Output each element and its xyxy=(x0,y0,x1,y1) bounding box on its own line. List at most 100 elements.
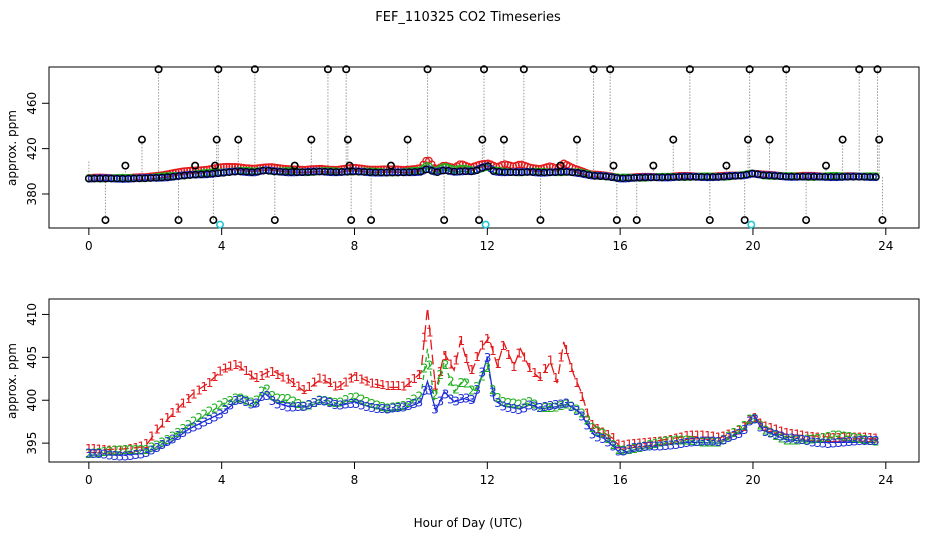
bottom-series-2-marker: 2 xyxy=(547,401,555,415)
bottom-series-1-marker: 1 xyxy=(657,435,665,449)
bottom-series-1-marker: 1 xyxy=(615,437,623,451)
bottom-series-3-marker: 3 xyxy=(673,438,681,452)
top-black-point xyxy=(501,168,509,176)
bottom-ytick-label: 395 xyxy=(25,432,39,455)
bottom-series-1-marker: 1 xyxy=(368,376,376,390)
top-spike-point xyxy=(211,161,220,170)
bottom-series-2-marker: 2 xyxy=(510,397,518,411)
top-blue-point xyxy=(464,167,473,176)
top-blue-point xyxy=(329,168,338,177)
bottom-series-1-marker: 1 xyxy=(326,376,334,390)
bottom-series-1-marker: 1 xyxy=(179,397,187,411)
top-black-point xyxy=(377,168,385,177)
bottom-series-2-marker: 2 xyxy=(772,429,780,443)
bottom-series-2-marker: 2 xyxy=(148,441,156,455)
bottom-series-1-marker: 1 xyxy=(667,433,675,447)
bottom-series-1-marker: 1 xyxy=(122,443,130,457)
top-black-point xyxy=(253,167,262,176)
bottom-series-2-marker: 2 xyxy=(368,397,376,411)
bottom-series-1-marker: 1 xyxy=(552,371,560,385)
top-blue-point xyxy=(357,167,366,176)
bottom-series-3-marker: 3 xyxy=(594,430,602,444)
top-blue-point xyxy=(408,168,416,177)
bottom-series-1-marker: 1 xyxy=(520,350,528,364)
top-blue-point xyxy=(205,170,214,179)
top-blue-point xyxy=(172,172,180,181)
bottom-series-3-marker: 3 xyxy=(715,435,723,449)
bottom-series-2-marker: 2 xyxy=(221,396,229,410)
top-blue-point xyxy=(453,168,461,176)
bottom-series-3-marker: 3 xyxy=(515,403,523,417)
top-spike-point xyxy=(403,135,412,144)
top-blue-point xyxy=(121,175,130,183)
top-black-point xyxy=(225,168,234,177)
bottom-series-1-marker: 1 xyxy=(610,431,618,445)
top-black-point xyxy=(326,168,335,176)
bottom-series-1-marker: 1 xyxy=(311,376,319,390)
bottom-series-2-marker: 2 xyxy=(101,445,109,459)
bottom-series-2-marker: 2 xyxy=(862,433,870,447)
bottom-series-3-marker: 3 xyxy=(279,399,287,413)
bottom-series-3-marker: 3 xyxy=(379,402,387,416)
bottom-series-3-marker: 3 xyxy=(625,443,633,457)
bottom-series-1-marker: 1 xyxy=(263,367,271,381)
top-black-point xyxy=(731,172,740,180)
top-blue-point xyxy=(661,173,669,182)
bottom-series-3-marker: 3 xyxy=(185,423,193,437)
bottom-series-3-marker: 3 xyxy=(447,392,455,406)
bottom-series-3-marker: 3 xyxy=(410,397,418,411)
bottom-series-3-marker: 3 xyxy=(526,399,534,413)
bottom-series-1-marker: 1 xyxy=(274,368,282,382)
top-black-point xyxy=(439,166,447,175)
bottom-series-1-marker: 1 xyxy=(709,430,717,444)
top-black-point xyxy=(585,171,593,179)
bottom-series-3-marker: 3 xyxy=(662,439,670,453)
top-spike-point xyxy=(765,135,774,144)
top-blue-point xyxy=(812,172,821,181)
bottom-series-3-marker: 3 xyxy=(169,432,177,446)
bottom-series-3-marker: 3 xyxy=(431,402,439,416)
bottom-series-3-marker: 3 xyxy=(389,402,397,416)
top-black-point xyxy=(810,173,818,181)
bottom-series-3-marker: 3 xyxy=(358,399,366,413)
top-black-point xyxy=(838,173,846,181)
top-black-point xyxy=(692,173,700,181)
bottom-series-3-marker: 3 xyxy=(604,436,612,450)
top-ylabel: approx. ppm xyxy=(5,110,19,186)
top-spike-point xyxy=(745,65,754,74)
top-black-point xyxy=(236,167,245,176)
bottom-series-1-marker: 1 xyxy=(646,436,654,450)
top-black-point xyxy=(399,168,408,177)
top-blue-point xyxy=(694,173,703,181)
top-black-point xyxy=(152,174,161,182)
bottom-series-1-marker: 1 xyxy=(174,401,182,415)
top-black-point xyxy=(759,171,768,180)
top-black-point xyxy=(849,173,858,181)
top-blue-point xyxy=(391,168,400,176)
bottom-series-1-marker: 1 xyxy=(757,416,765,430)
top-black-point xyxy=(529,168,537,176)
bottom-series-3-marker: 3 xyxy=(505,401,513,415)
bottom-series-3-marker: 3 xyxy=(300,400,308,414)
top-black-point xyxy=(602,172,610,181)
bottom-series-3-marker: 3 xyxy=(421,384,429,398)
top-blue-point xyxy=(689,172,697,181)
bottom-series-3-marker: 3 xyxy=(416,396,424,410)
bottom-series-2-marker: 2 xyxy=(164,433,172,447)
bottom-series-3-marker: 3 xyxy=(274,397,282,411)
top-spike-point xyxy=(137,135,146,144)
top-black-point xyxy=(562,168,571,176)
bottom-series-2-marker: 2 xyxy=(872,434,880,448)
bottom-series-1-marker: 1 xyxy=(96,443,104,457)
bottom-series-3-marker: 3 xyxy=(562,397,570,411)
top-black-point xyxy=(860,173,869,181)
top-black-point xyxy=(804,172,813,181)
bottom-series-2-marker: 2 xyxy=(610,438,618,452)
bottom-series-1-marker: 1 xyxy=(510,360,518,374)
top-spike-point xyxy=(740,216,749,225)
top-black-point xyxy=(545,168,554,177)
top-black-point xyxy=(680,173,689,181)
bottom-series-3-marker: 3 xyxy=(573,404,581,418)
bottom-series-3-marker: 3 xyxy=(395,401,403,415)
bottom-series-2-marker: 2 xyxy=(96,446,104,460)
